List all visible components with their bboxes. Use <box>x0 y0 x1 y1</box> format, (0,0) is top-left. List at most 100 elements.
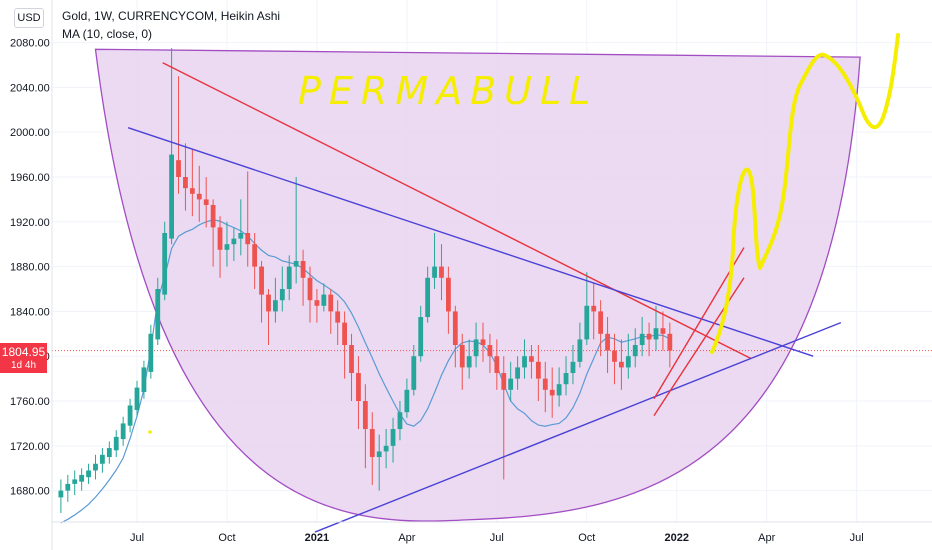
candle-body <box>120 423 126 440</box>
time-axis[interactable]: Jul Oct 2021 Apr Jul Oct 2022 Apr Jul <box>52 521 932 544</box>
candle-body <box>459 345 465 368</box>
currency-button[interactable]: USD <box>14 8 44 28</box>
candle-body <box>625 356 631 368</box>
candle-body <box>169 154 174 239</box>
candle-body <box>446 277 451 312</box>
candle <box>556 367 562 407</box>
candle-body <box>189 188 195 194</box>
candle-body <box>605 333 610 351</box>
candle <box>598 300 604 357</box>
candle <box>591 283 597 340</box>
candle <box>473 322 479 368</box>
candle <box>58 479 64 514</box>
candle <box>300 249 306 306</box>
candle-body <box>535 361 541 379</box>
candle <box>501 356 507 480</box>
candle <box>432 232 437 290</box>
candle <box>466 339 472 379</box>
candle <box>535 345 541 402</box>
candle-body <box>134 387 140 410</box>
candle-body <box>342 322 347 346</box>
price-axis[interactable]: 1680.001720.001760.001800.001840.001880.… <box>10 0 53 550</box>
candle-body <box>273 300 278 312</box>
candle <box>632 328 638 368</box>
candle-body <box>591 305 597 312</box>
candle <box>162 221 168 301</box>
price-tick-label: 1720.00 <box>10 441 50 453</box>
candle-body <box>480 339 486 346</box>
candle-body <box>217 227 223 250</box>
trendline-blue-lower <box>314 321 842 533</box>
candle <box>245 171 251 267</box>
candle-body <box>162 232 168 295</box>
candle-body <box>549 389 555 396</box>
indicator-legend[interactable]: MA (10, close, 0) <box>62 27 153 41</box>
candle-body <box>79 474 85 482</box>
candle <box>612 333 617 385</box>
candle <box>217 216 223 278</box>
time-tick-label: Jul <box>490 532 504 544</box>
permabull-annotation: PERMABULL <box>298 69 598 113</box>
candle-body <box>279 289 285 301</box>
candle <box>619 339 624 390</box>
candle-body <box>632 345 638 357</box>
candle <box>570 345 576 385</box>
candle-body <box>176 160 181 177</box>
candle <box>79 468 85 491</box>
last-price-value: 1804.95 <box>1 345 46 359</box>
candle-body <box>646 333 652 340</box>
candle-body <box>362 401 368 430</box>
price-tick-label: 1880.00 <box>10 262 50 274</box>
candle-body <box>639 333 645 346</box>
time-tick-label: Oct <box>218 532 235 544</box>
candle <box>203 176 209 228</box>
candle <box>625 333 631 379</box>
time-tick-label: Apr <box>758 532 775 544</box>
candle-body <box>390 429 396 446</box>
candle-body <box>58 490 64 498</box>
candle-body <box>376 451 382 458</box>
candle-body <box>653 328 659 340</box>
candle <box>293 176 299 284</box>
candle <box>487 333 493 374</box>
candle-body <box>266 294 271 312</box>
time-tick-label: Apr <box>398 532 415 544</box>
candle-body <box>314 300 320 306</box>
candle-body <box>238 232 244 239</box>
candle <box>113 430 119 458</box>
last-price-tag: 1804.95 1d 4h <box>0 343 47 373</box>
candle-body <box>86 470 91 478</box>
trendline-red-resistance <box>162 62 752 360</box>
candle-body <box>286 266 292 290</box>
candle <box>176 76 181 194</box>
candle <box>134 380 140 417</box>
time-tick-label: 2022 <box>665 532 689 544</box>
price-tick-label: 1840.00 <box>10 306 50 318</box>
candle-body <box>577 339 583 362</box>
candle <box>127 398 133 433</box>
candle <box>549 367 555 418</box>
candle <box>480 322 486 362</box>
candle <box>328 289 334 334</box>
scribble-path <box>710 33 900 354</box>
candle <box>335 300 341 346</box>
candle-body <box>418 317 424 357</box>
candle-body <box>72 479 78 484</box>
candle <box>342 311 347 379</box>
candle <box>439 244 444 301</box>
candle-body <box>293 261 299 267</box>
candle-body <box>397 412 403 430</box>
symbol-title[interactable]: Gold, 1W, CURRENCYCOM, Heikin Ashi <box>62 9 281 23</box>
trendlines-layer <box>127 62 842 533</box>
candle-body <box>148 333 154 372</box>
candle <box>542 361 548 413</box>
candle-body <box>307 277 313 301</box>
candle <box>494 339 500 390</box>
candle <box>120 416 126 446</box>
candles-layer <box>58 48 673 514</box>
candle-body <box>93 463 98 471</box>
price-tick-label: 2080.00 <box>10 38 50 50</box>
candle-body <box>369 429 375 458</box>
candle <box>106 441 112 464</box>
